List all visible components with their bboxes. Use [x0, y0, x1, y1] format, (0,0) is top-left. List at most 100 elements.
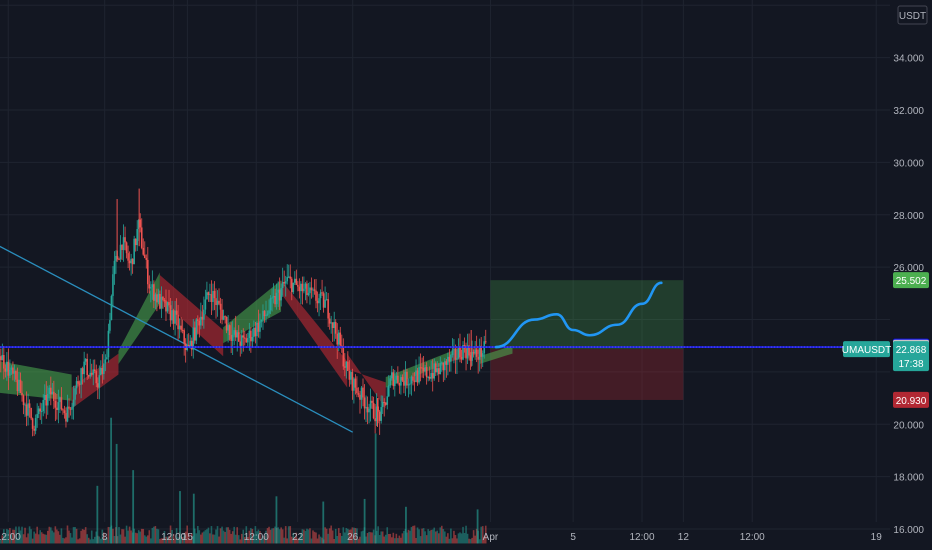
candle-body	[453, 349, 455, 351]
candle-body	[45, 394, 48, 406]
volume-bar	[359, 536, 361, 544]
volume-bar	[233, 526, 235, 544]
candle-body	[427, 376, 429, 378]
volume-bar	[142, 528, 145, 544]
volume-bar	[280, 527, 282, 544]
candle-body	[369, 400, 372, 409]
volume-bar	[337, 528, 340, 544]
volume-bar	[180, 536, 182, 544]
long-position-tool[interactable]	[490, 280, 684, 400]
volume-bar-spike	[179, 491, 181, 544]
volume-bar	[100, 538, 102, 544]
candle-body	[290, 278, 293, 293]
volume-bar	[134, 532, 137, 544]
volume-bar	[104, 537, 107, 544]
volume-bar	[81, 529, 84, 544]
y-tick-label: 16.000	[893, 525, 924, 536]
volume-bar	[136, 533, 138, 544]
candle-body	[466, 345, 469, 359]
candle-body	[454, 349, 457, 360]
volume-bar	[266, 528, 269, 544]
candle-body	[410, 376, 413, 384]
forecast-curve[interactable]	[494, 281, 663, 349]
volume-bar	[139, 531, 142, 544]
candle-body	[103, 363, 105, 374]
candle-body	[336, 333, 339, 345]
candle-body	[19, 379, 22, 393]
volume-bar	[53, 532, 55, 544]
candle-body	[334, 321, 337, 334]
candle-body	[162, 296, 164, 300]
volume-bar	[484, 525, 487, 544]
volume-bar	[34, 533, 37, 544]
candle-body	[356, 387, 358, 394]
volume-bar	[295, 532, 298, 544]
volume-bar	[147, 535, 149, 544]
x-tick-label: 12:00	[629, 532, 654, 543]
candle-body	[125, 242, 128, 254]
currency-badge[interactable]	[897, 5, 928, 25]
volume-bar	[40, 532, 43, 544]
candle-body	[286, 277, 289, 282]
volume-bar	[395, 533, 398, 544]
price-axis[interactable]: USDT 34.000 32.000 30.000 28.000 26.000 20.00…	[893, 5, 928, 536]
candle-body	[92, 369, 95, 375]
candle-body	[350, 371, 352, 380]
volume-bar	[333, 538, 336, 544]
candle-body	[284, 281, 287, 284]
candle-body	[163, 299, 166, 301]
volume-bar	[19, 530, 22, 544]
candle-body	[37, 408, 40, 415]
volume-bar	[124, 536, 126, 544]
volume-bar	[127, 530, 129, 544]
volume-bar	[92, 539, 95, 544]
volume-bar	[203, 531, 205, 544]
candle-body	[187, 344, 190, 347]
trend-line[interactable]	[0, 244, 353, 433]
volume-bar	[133, 528, 135, 544]
volume-bar	[80, 530, 82, 544]
candle-body	[236, 332, 239, 338]
candle-body	[465, 348, 467, 359]
candle-body	[484, 341, 487, 343]
volume-bar	[344, 532, 346, 544]
candle-body	[401, 377, 404, 381]
cloud-segment	[223, 280, 282, 344]
forecast-path[interactable]	[494, 281, 663, 349]
countdown-label: 17:38	[898, 359, 923, 370]
volume-bar	[436, 530, 439, 544]
candle-body	[54, 400, 57, 408]
volume-bar	[319, 536, 322, 544]
volume-bar	[451, 538, 454, 544]
volume-bar	[242, 529, 245, 544]
volume-bar	[9, 528, 11, 544]
candle-body	[283, 282, 285, 284]
candle-body	[42, 400, 45, 412]
x-tick-label: 15	[182, 532, 194, 543]
candle-body	[50, 387, 52, 395]
candle-body	[360, 387, 363, 400]
volume-bar	[460, 533, 463, 544]
volume-bar	[284, 526, 287, 544]
symbol-tag	[843, 341, 890, 358]
candle-body	[168, 302, 170, 306]
candle-body	[227, 325, 229, 331]
candle-body	[251, 337, 254, 342]
volume-bar	[4, 534, 7, 544]
candle-body	[3, 355, 5, 369]
volume-bar	[312, 530, 314, 544]
volume-bar	[409, 530, 411, 544]
candle-body	[397, 375, 399, 383]
volume-bar	[398, 535, 401, 544]
candle-body	[478, 345, 481, 360]
volume-bar	[468, 538, 470, 544]
loss-zone[interactable]	[490, 349, 684, 400]
candle-body	[118, 259, 120, 261]
candle-body	[28, 403, 31, 408]
trend-line-segment[interactable]	[0, 244, 353, 433]
candle-body	[304, 283, 307, 289]
volume-bar	[469, 539, 472, 544]
x-tick-label: 5	[570, 532, 576, 543]
